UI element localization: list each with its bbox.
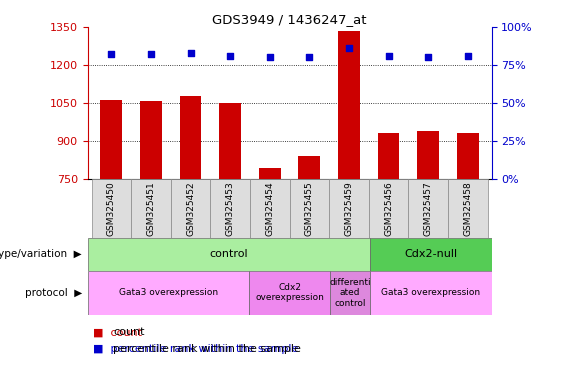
Bar xyxy=(219,103,241,179)
Bar xyxy=(371,271,492,315)
Bar xyxy=(140,101,162,179)
Bar xyxy=(131,179,171,238)
Bar xyxy=(249,271,330,315)
Bar xyxy=(88,238,371,271)
Text: percentile rank within the sample: percentile rank within the sample xyxy=(113,344,301,354)
Text: GSM325456: GSM325456 xyxy=(384,181,393,236)
Point xyxy=(265,54,274,60)
Point xyxy=(186,50,195,56)
Bar xyxy=(88,271,249,315)
Bar xyxy=(408,179,448,238)
Point xyxy=(463,53,472,59)
Text: Gata3 overexpression: Gata3 overexpression xyxy=(381,288,480,297)
Bar xyxy=(210,179,250,238)
Bar xyxy=(250,179,290,238)
Title: GDS3949 / 1436247_at: GDS3949 / 1436247_at xyxy=(212,13,367,26)
Bar xyxy=(180,96,202,179)
Text: GSM325458: GSM325458 xyxy=(463,181,472,236)
Text: genotype/variation  ▶: genotype/variation ▶ xyxy=(0,249,82,260)
Bar xyxy=(330,271,371,315)
Bar xyxy=(101,100,122,179)
Point xyxy=(107,51,116,57)
Bar xyxy=(290,179,329,238)
Text: GSM325452: GSM325452 xyxy=(186,181,195,236)
Text: protocol  ▶: protocol ▶ xyxy=(25,288,82,298)
Bar xyxy=(369,179,408,238)
Point xyxy=(345,45,354,51)
Text: differenti
ated
control: differenti ated control xyxy=(329,278,371,308)
Text: control: control xyxy=(210,249,248,260)
Text: GSM325459: GSM325459 xyxy=(345,181,354,236)
Bar xyxy=(377,133,399,179)
Text: Gata3 overexpression: Gata3 overexpression xyxy=(119,288,218,297)
Bar xyxy=(259,168,281,179)
Bar xyxy=(329,179,369,238)
Bar xyxy=(92,179,131,238)
Text: ■  percentile rank within the sample: ■ percentile rank within the sample xyxy=(93,344,298,354)
Text: GSM325451: GSM325451 xyxy=(146,181,155,236)
Point xyxy=(384,53,393,59)
Text: GSM325457: GSM325457 xyxy=(424,181,433,236)
Text: count: count xyxy=(113,327,145,337)
Text: GSM325454: GSM325454 xyxy=(265,181,274,236)
Text: ■  count: ■ count xyxy=(93,327,142,337)
Bar xyxy=(371,238,492,271)
Point xyxy=(225,53,234,59)
Bar xyxy=(457,133,479,179)
Text: Cdx2
overexpression: Cdx2 overexpression xyxy=(255,283,324,303)
Bar xyxy=(338,31,360,179)
Bar xyxy=(418,131,439,179)
Point xyxy=(146,51,155,57)
Text: Cdx2-null: Cdx2-null xyxy=(405,249,458,260)
Text: GSM325455: GSM325455 xyxy=(305,181,314,236)
Point xyxy=(305,54,314,60)
Point xyxy=(424,54,433,60)
Text: GSM325450: GSM325450 xyxy=(107,181,116,236)
Text: GSM325453: GSM325453 xyxy=(225,181,234,236)
Bar xyxy=(171,179,210,238)
Bar xyxy=(298,156,320,179)
Bar xyxy=(448,179,488,238)
